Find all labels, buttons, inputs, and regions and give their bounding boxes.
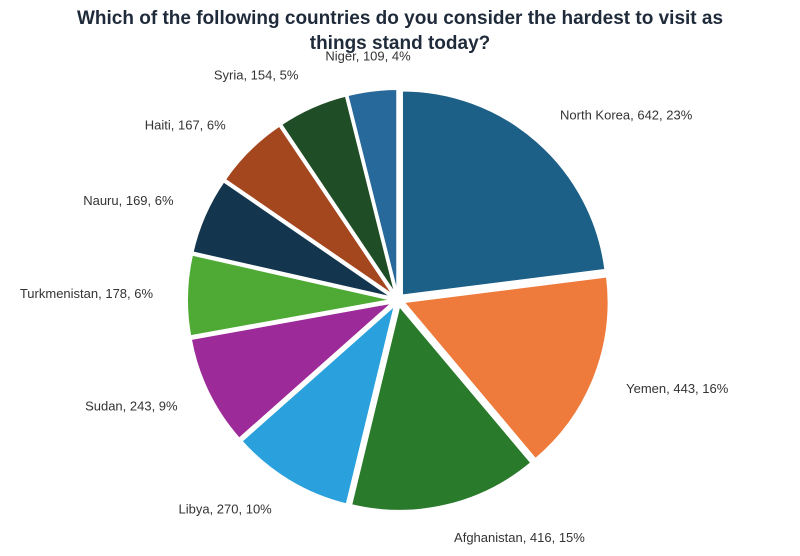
pie-slice	[189, 301, 396, 441]
pie-slice	[186, 253, 393, 338]
pie-slice	[240, 302, 397, 506]
data-label: Niger, 109, 4%	[325, 48, 411, 63]
pie-slice	[279, 94, 397, 296]
pie-slice	[401, 275, 610, 461]
pie-slice	[223, 124, 395, 297]
data-label: Haiti, 167, 6%	[145, 117, 226, 132]
data-label: Turkmenistan, 178, 6%	[20, 286, 154, 301]
chart-title: Which of the following countries do you …	[76, 8, 724, 54]
data-label: Libya, 270, 10%	[179, 501, 273, 516]
data-label: Sudan, 243, 9%	[85, 398, 178, 413]
data-label: Afghanistan, 416, 15%	[454, 530, 585, 545]
pie-slice	[346, 88, 399, 295]
pie-slice	[191, 179, 394, 299]
data-label: Nauru, 169, 6%	[83, 193, 174, 208]
data-label: Syria, 154, 5%	[214, 68, 299, 83]
pie-slice	[349, 303, 533, 512]
data-label: North Korea, 642, 23%	[560, 108, 693, 123]
data-label: Yemen, 443, 16%	[626, 381, 729, 396]
pie-slice	[400, 89, 607, 297]
